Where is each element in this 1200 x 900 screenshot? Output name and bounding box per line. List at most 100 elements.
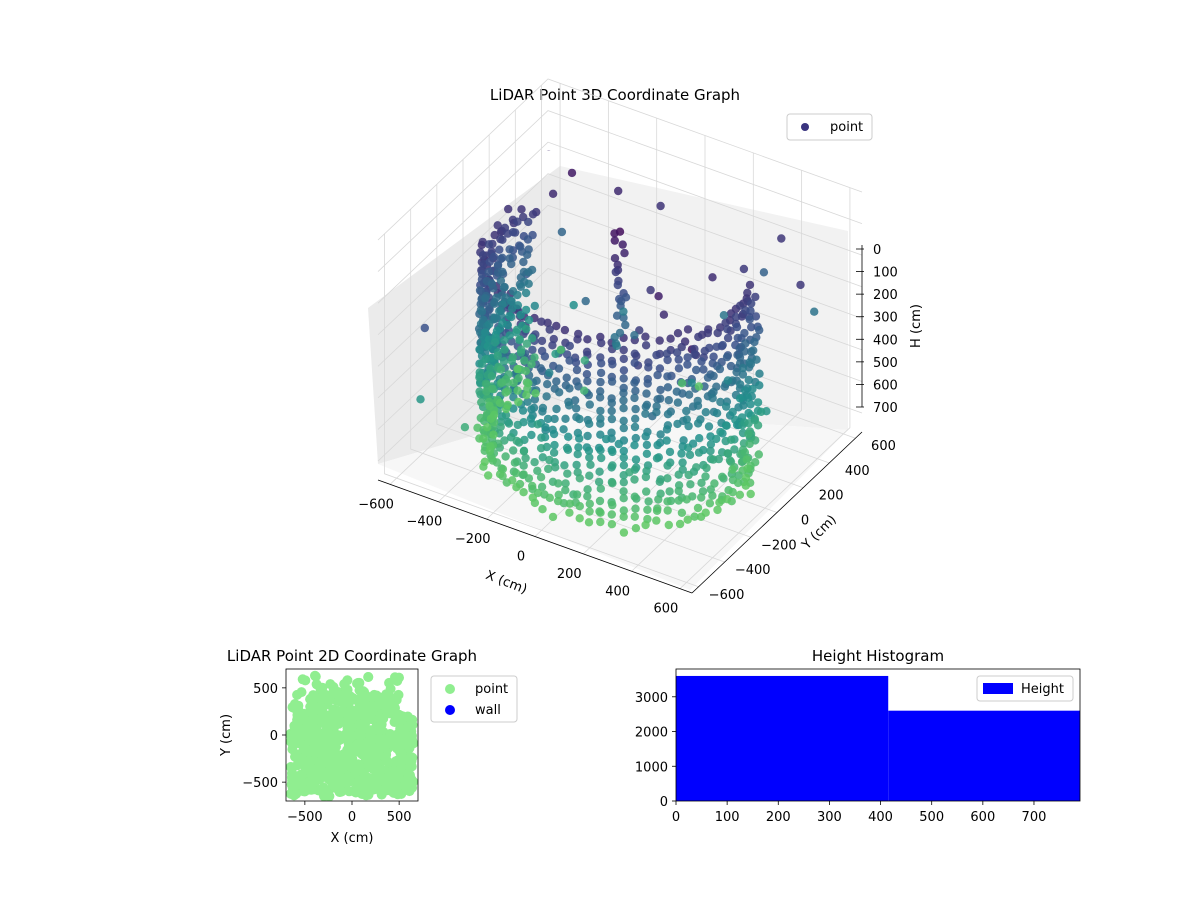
point-3d (542, 392, 551, 401)
legend-2d-point-label: point (475, 682, 508, 697)
point-3d (732, 367, 741, 377)
point-3d (524, 279, 533, 288)
point-3d (597, 338, 606, 348)
point-3d (512, 325, 522, 334)
point-2d (329, 721, 340, 731)
point-3d (575, 474, 584, 483)
point-3d (565, 499, 574, 508)
point-3d (608, 479, 617, 488)
point-3d (755, 325, 764, 335)
point-3d (574, 382, 583, 391)
point-3d (653, 440, 662, 450)
point-2d (376, 719, 387, 730)
point-3d (728, 487, 737, 497)
histogram-bars (676, 675, 1080, 801)
point-3d (713, 328, 722, 338)
point-3d (582, 370, 592, 379)
point-3d (583, 492, 592, 501)
point-3d (753, 421, 763, 430)
x-tick-label-3d: −200 (455, 532, 491, 547)
point-3d (744, 429, 753, 439)
point-2d (354, 775, 365, 786)
point-3d (482, 380, 491, 389)
point-2d (348, 693, 359, 704)
point-3d (704, 422, 714, 431)
point-3d (505, 245, 514, 254)
point-3d (548, 189, 558, 198)
point-3d (552, 404, 561, 414)
point-3d (641, 332, 650, 341)
point-3d (654, 292, 663, 301)
point-3d (690, 350, 699, 359)
y-axis-label-2d: Y (cm) (219, 714, 234, 757)
point-3d (583, 485, 592, 494)
point-3d (561, 414, 570, 423)
point-3d (487, 279, 497, 289)
point-3d (504, 419, 514, 428)
point-3d (495, 398, 505, 408)
point-2d (366, 700, 377, 711)
point-3d (678, 458, 687, 467)
point-3d (573, 335, 582, 344)
point-3d (747, 323, 756, 332)
point-3d (524, 217, 533, 227)
point-3d (550, 414, 559, 424)
point-3d (613, 280, 622, 290)
point-3d (745, 315, 754, 324)
point-3d (538, 453, 547, 462)
point-3d (495, 306, 504, 316)
point-3d (664, 396, 673, 405)
point-2d (301, 785, 311, 796)
point-3d (741, 339, 750, 348)
point-3d (492, 326, 502, 336)
point-3d (596, 517, 605, 527)
point-3d (493, 351, 502, 360)
point-3d (607, 406, 616, 416)
point-3d (673, 398, 683, 407)
point-3d (498, 300, 507, 309)
point-2d (385, 698, 395, 709)
points-3d (416, 150, 819, 537)
z-tick-label-3d: 200 (873, 288, 898, 303)
x-tick-label-2d: −500 (287, 810, 323, 825)
point-3d (555, 388, 564, 397)
point-3d (631, 524, 641, 533)
point-3d (550, 440, 559, 450)
point-3d (686, 480, 695, 489)
point-3d (702, 463, 711, 473)
point-3d (584, 446, 594, 455)
point-3d (664, 520, 673, 530)
y-axis-line (691, 431, 863, 594)
point-3d (619, 416, 628, 425)
point-3d (631, 455, 641, 464)
point-3d (560, 325, 570, 335)
point-3d (656, 430, 665, 439)
point-3d (663, 461, 672, 470)
point-3d (481, 328, 490, 337)
y-tick-label-2d: 0 (270, 729, 278, 744)
y-tick-label-3d: 400 (845, 464, 870, 479)
point-3d (731, 415, 740, 424)
point-3d (607, 377, 617, 386)
legend-3d-label: point (830, 120, 863, 135)
point-3d (545, 368, 554, 377)
point-3d (473, 423, 482, 432)
point-3d (575, 514, 584, 523)
point-3d (719, 311, 729, 320)
chart-3d-title: LiDAR Point 3D Coordinate Graph (490, 86, 740, 104)
point-3d (796, 280, 805, 290)
point-3d (533, 466, 542, 475)
point-2d (327, 688, 338, 699)
point-3d (478, 237, 487, 247)
y-tick-label-2d: −500 (242, 776, 278, 791)
point-3d (619, 528, 629, 537)
point-3d (595, 393, 605, 402)
point-2d (352, 705, 363, 715)
point-3d (523, 250, 532, 259)
point-3d (504, 204, 513, 214)
point-3d (596, 430, 605, 439)
point-3d (654, 495, 663, 504)
x-axis-line (377, 479, 693, 594)
point-3d (500, 336, 509, 345)
point-3d (607, 510, 616, 519)
